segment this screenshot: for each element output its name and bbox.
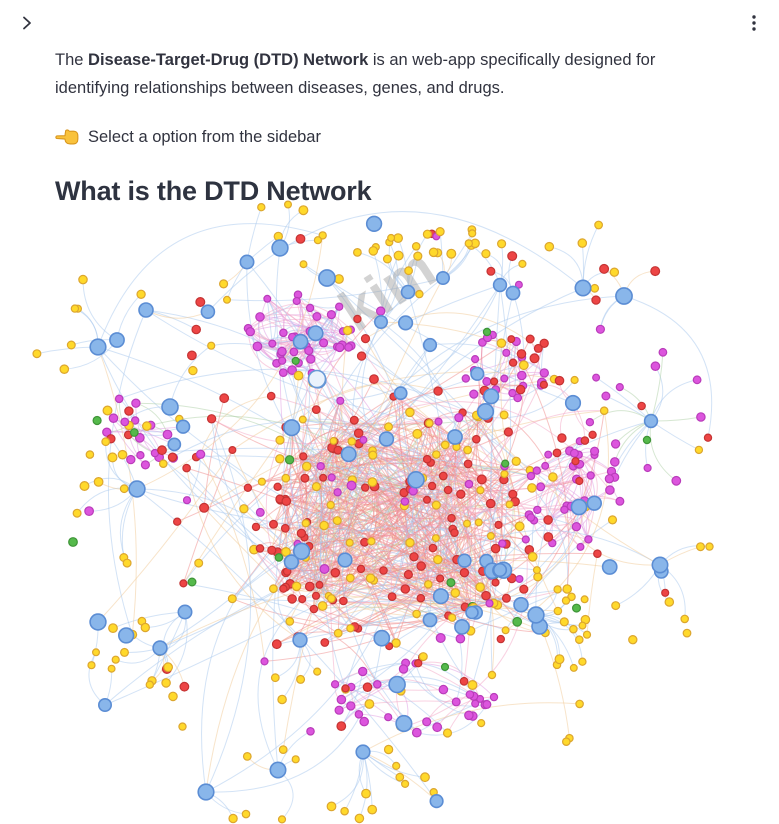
vertical-dots-icon xyxy=(752,15,756,31)
sidebar-hint: Select a option from the sidebar xyxy=(55,128,709,147)
chevron-right-icon xyxy=(23,16,31,30)
page-title: What is the DTD Network xyxy=(55,175,372,206)
expand-sidebar-button[interactable] xyxy=(12,8,42,38)
sidebar-hint-text: Select a option from the sidebar xyxy=(88,127,321,146)
intro-text-post: is an web-app specifically designed for … xyxy=(55,51,656,98)
options-menu-button[interactable] xyxy=(739,8,769,38)
intro-text-pre: The xyxy=(55,51,89,69)
pointing-left-icon xyxy=(55,129,79,145)
intro-text-bold: Disease-Target-Drug (DTD) Network xyxy=(88,51,369,69)
intro-paragraph: The Disease-Target-Drug (DTD) Network is… xyxy=(55,46,709,103)
